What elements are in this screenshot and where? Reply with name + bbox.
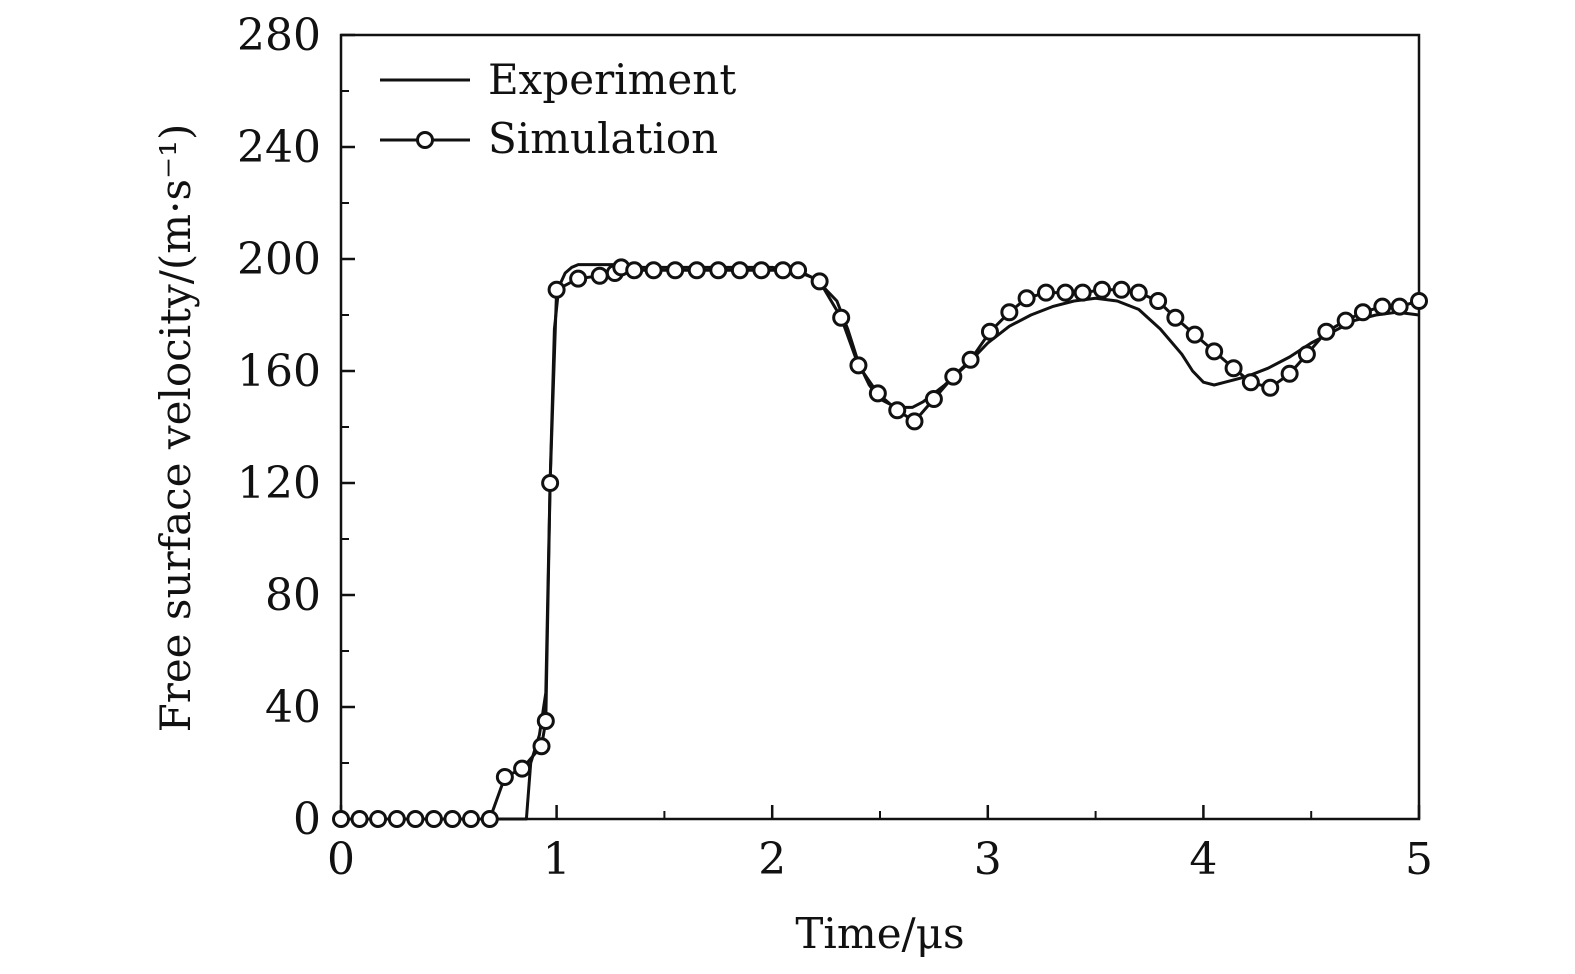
data-point-simulation [1037, 283, 1056, 302]
data-point-simulation [924, 390, 943, 408]
data-point-simulation [1205, 342, 1224, 361]
data-point-simulation [868, 384, 887, 403]
x-tick-label: 4 [1189, 834, 1217, 885]
x-tick-label: 2 [758, 834, 786, 885]
y-tick-label: 80 [265, 570, 321, 621]
data-point-simulation [1017, 289, 1036, 308]
data-point-simulation [1129, 283, 1148, 302]
y-tick-label: 40 [265, 682, 321, 733]
data-point-simulation [666, 261, 685, 280]
data-point-simulation [1280, 364, 1299, 383]
data-point-simulation [1149, 292, 1168, 310]
data-point-simulation [480, 810, 499, 828]
data-point-simulation [944, 367, 963, 386]
data-point-simulation [1297, 345, 1316, 364]
legend-label-experiment: Experiment [488, 55, 736, 104]
data-point-simulation [547, 280, 566, 299]
data-point-simulation [1373, 297, 1392, 316]
x-tick-label: 1 [543, 834, 571, 885]
series-line-simulation [341, 265, 1420, 821]
data-point-simulation [1056, 283, 1075, 302]
data-point-simulation [961, 350, 980, 369]
data-point-simulation [369, 810, 388, 828]
data-point-simulation [1410, 292, 1428, 310]
data-point-simulation [832, 308, 851, 327]
data-point-simulation [424, 810, 443, 828]
data-point-simulation [406, 810, 425, 828]
data-point-simulation [752, 261, 771, 280]
data-point-simulation [1390, 297, 1409, 316]
data-point-simulation [709, 261, 728, 280]
legend-layer: Experiment Simulation [380, 55, 736, 163]
y-tick-label: 0 [293, 794, 321, 845]
axes-layer: 0 1 2 3 4 5 0 40 80 120 160 200 240 280 [237, 10, 1433, 885]
data-point-simulation [1185, 325, 1204, 344]
data-point-simulation [1112, 280, 1131, 299]
data-point-simulation [789, 261, 808, 280]
data-point-simulation [1093, 280, 1112, 299]
data-point-simulation [1353, 303, 1372, 322]
y-tick-label: 160 [237, 346, 321, 397]
data-point-simulation [1336, 311, 1355, 330]
x-tick-label: 3 [974, 834, 1002, 885]
y-tick-label: 240 [237, 122, 321, 173]
data-point-simulation [849, 356, 868, 375]
legend-label-simulation: Simulation [488, 114, 718, 163]
legend-marker-simulation [416, 131, 434, 149]
data-point-simulation [495, 768, 514, 786]
data-point-simulation [1073, 283, 1092, 302]
data-point-simulation [541, 474, 560, 492]
data-point-simulation [1317, 322, 1336, 341]
data-point-simulation [462, 810, 481, 828]
data-point-simulation [810, 272, 829, 291]
data-point-simulation [905, 412, 924, 431]
data-point-simulation [888, 401, 907, 420]
series-line-experiment [341, 263, 1420, 821]
data-point-simulation [1166, 308, 1185, 327]
data-point-simulation [644, 261, 663, 280]
data-point-simulation [532, 737, 551, 756]
data-point-simulation [536, 712, 555, 730]
data-point-simulation [332, 810, 350, 828]
y-tick-label: 280 [237, 10, 321, 61]
data-point-simulation [730, 261, 749, 280]
data-point-simulation [687, 261, 706, 280]
x-tick-label: 5 [1405, 834, 1433, 885]
data-point-simulation [513, 759, 532, 778]
data-point-simulation [443, 810, 462, 828]
data-point-simulation [569, 269, 588, 288]
data-point-simulation [1000, 303, 1019, 322]
y-tick-label: 200 [237, 234, 321, 285]
y-tick-label: 120 [237, 458, 321, 509]
data-point-simulation [625, 261, 644, 280]
data-point-simulation [980, 322, 999, 341]
x-tick-label: 0 [327, 834, 355, 885]
data-point-simulation [1261, 378, 1280, 397]
data-point-simulation [387, 810, 406, 828]
data-point-simulation [773, 261, 792, 280]
data-point-simulation [350, 810, 369, 828]
x-axis-title: Time/μs [795, 909, 964, 958]
data-point-simulation [590, 266, 609, 285]
y-axis-title: Free surface velocity/(m·s⁻¹) [151, 124, 200, 733]
series-layer [332, 258, 1428, 828]
data-point-simulation [1241, 373, 1260, 392]
data-point-simulation [1224, 359, 1243, 378]
